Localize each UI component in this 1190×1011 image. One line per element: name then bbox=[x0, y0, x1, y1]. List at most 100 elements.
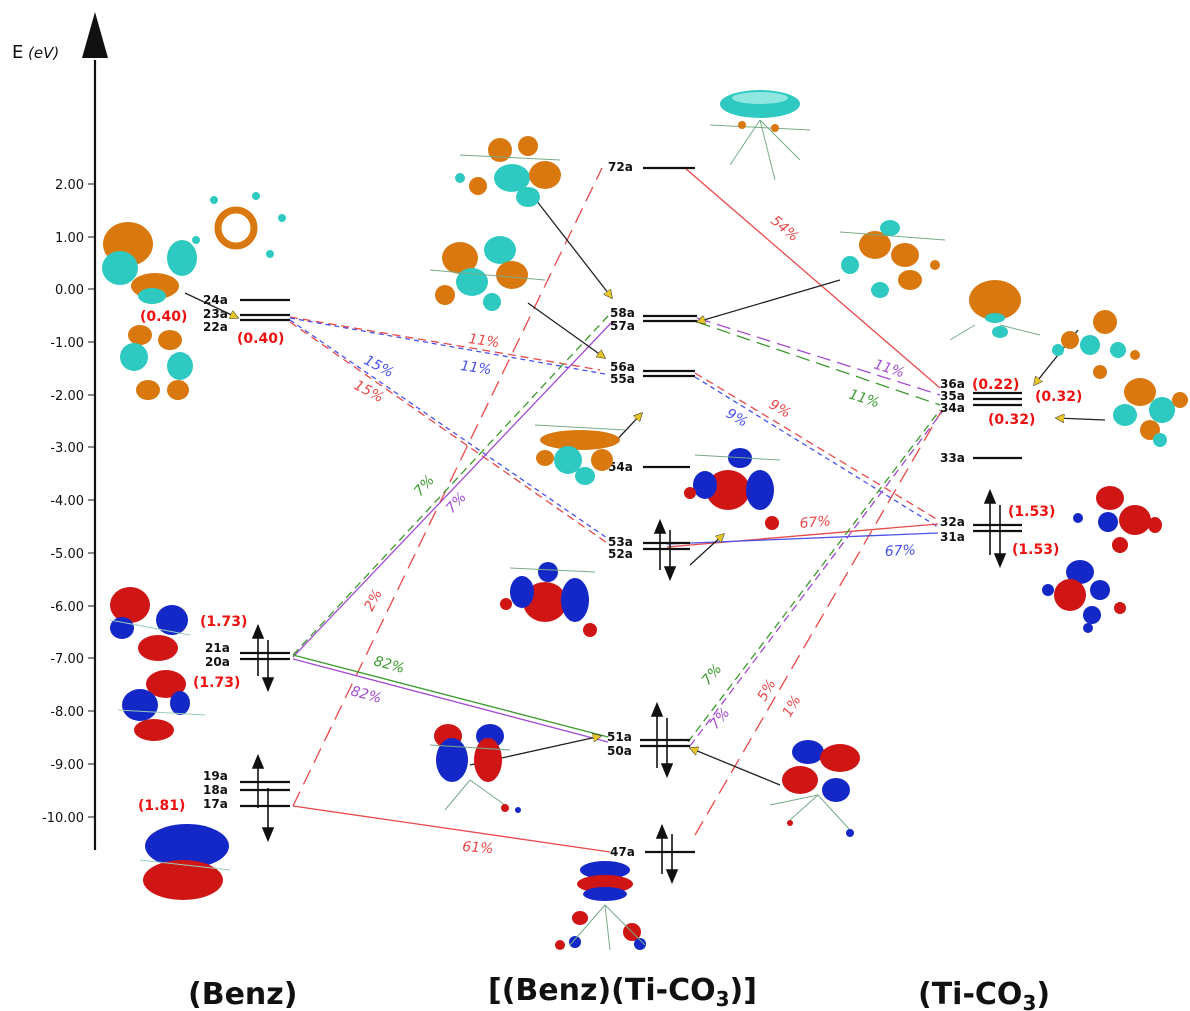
tick-label: -6.00 bbox=[50, 600, 84, 615]
orbital-plot-34a bbox=[1113, 378, 1188, 447]
tick-label: 2.00 bbox=[55, 178, 84, 193]
corr-line-50a-34a bbox=[689, 411, 943, 747]
percent-label: 1% bbox=[780, 693, 805, 720]
tick-label: -2.00 bbox=[50, 389, 84, 404]
percent-label: 7% bbox=[443, 489, 470, 516]
level-label-18a: 18a bbox=[203, 783, 228, 797]
orbital-plot-57a bbox=[429, 236, 546, 311]
orbital-plot-21a bbox=[109, 587, 191, 661]
level-label-51a: 51a bbox=[607, 730, 632, 744]
corr-line-17a-72a bbox=[292, 167, 603, 807]
tico3-level-labels: 36a 35a 34a 33a 32a 31a bbox=[940, 377, 965, 544]
axis-ticks bbox=[88, 183, 95, 818]
tick-label: -9.00 bbox=[50, 758, 84, 773]
occupation-label: (0.32) bbox=[1035, 389, 1082, 405]
level-label-19a: 19a bbox=[203, 769, 228, 783]
level-label-58a: 58a bbox=[610, 306, 635, 320]
level-label-17a: 17a bbox=[203, 797, 228, 811]
level-label-23a: 23a bbox=[203, 307, 228, 321]
percent-label: 15% bbox=[361, 352, 396, 381]
occupation-label: (1.73) bbox=[193, 675, 240, 691]
level-label-47a: 47a bbox=[610, 845, 635, 859]
complex-level-labels: 72a 58a 57a 56a 55a 54a 53a 52a 51a 50a … bbox=[607, 160, 635, 859]
corr-line-22a-53a bbox=[289, 319, 611, 541]
corr-line-52a-32a bbox=[666, 523, 939, 548]
complex-levels bbox=[640, 166, 697, 854]
tick-label: -8.00 bbox=[50, 705, 84, 720]
percent-label: 7% bbox=[707, 705, 734, 732]
tick-label: -5.00 bbox=[50, 547, 84, 562]
tick-label: 0.00 bbox=[55, 283, 84, 298]
occupation-labels: (0.40) (0.40) (1.73) (1.73) (1.81) (0.22… bbox=[138, 309, 1082, 814]
level-label-50a: 50a bbox=[607, 744, 632, 758]
level-label-36a: 36a bbox=[940, 377, 965, 391]
percent-label: 9% bbox=[723, 406, 750, 431]
tick-label: -10.00 bbox=[42, 811, 84, 826]
occupation-label: (0.32) bbox=[988, 412, 1035, 428]
orbital-plot-30a bbox=[769, 740, 860, 837]
level-label-72a: 72a bbox=[608, 160, 633, 174]
occupation-label: (1.53) bbox=[1012, 542, 1059, 558]
tick-label: -1.00 bbox=[50, 336, 84, 351]
corr-line-20a-50a bbox=[292, 658, 609, 743]
level-label-32a: 32a bbox=[940, 515, 965, 529]
corr-line-23a-55a bbox=[289, 317, 606, 375]
level-label-52a: 52a bbox=[608, 547, 633, 561]
occupation-label: (0.40) bbox=[140, 309, 187, 325]
correlation-lines bbox=[289, 167, 943, 853]
orbital-plot-47a bbox=[555, 861, 646, 951]
level-label-21a: 21a bbox=[205, 641, 230, 655]
tico3-levels bbox=[973, 391, 1022, 533]
percent-label: 67% bbox=[884, 542, 916, 560]
corr-line-22a-52a bbox=[289, 321, 611, 546]
percent-label: 7% bbox=[411, 472, 438, 499]
tick-label: -3.00 bbox=[50, 441, 84, 456]
occupation-label: (1.53) bbox=[1008, 504, 1055, 520]
corr-line-20a-57a bbox=[292, 321, 613, 658]
percent-label: 5% bbox=[755, 677, 780, 704]
corr-line-57a-35a bbox=[696, 317, 941, 396]
orbital-plot-17a bbox=[139, 824, 231, 900]
level-label-35a: 35a bbox=[940, 389, 965, 403]
tick-label: -7.00 bbox=[50, 652, 84, 667]
tico3-orbitals bbox=[769, 220, 1188, 837]
corr-line-55a-31a bbox=[694, 376, 939, 528]
corr-line-23a-56a bbox=[289, 316, 601, 371]
orbital-plot-50a bbox=[429, 724, 521, 813]
orbital-plot-58a bbox=[455, 136, 561, 207]
corr-line-17a-47a bbox=[292, 805, 611, 853]
orbital-plot-23a bbox=[102, 222, 197, 304]
corr-line-21a-51a bbox=[292, 654, 609, 738]
level-label-34a: 34a bbox=[940, 401, 965, 415]
fragment-label-tico3: (Ti-CO3) bbox=[918, 977, 1050, 1011]
orbital-plot-20a bbox=[117, 670, 206, 741]
axis-label: E bbox=[12, 42, 23, 63]
level-label-31a: 31a bbox=[940, 530, 965, 544]
level-label-55a: 55a bbox=[610, 372, 635, 386]
fragment-labels: (Benz) [(Benz)(Ti-CO3)] (Ti-CO3) bbox=[188, 973, 1050, 1011]
percent-label: 11% bbox=[467, 331, 500, 351]
percent-label: 11% bbox=[872, 357, 907, 382]
level-label-57a: 57a bbox=[610, 319, 635, 333]
orbital-plot-22a bbox=[120, 325, 193, 400]
percent-label: 67% bbox=[799, 513, 831, 532]
orbital-plot-31a bbox=[1042, 560, 1126, 633]
orbital-plot-72a bbox=[709, 90, 811, 181]
orbital-plot-35a bbox=[1052, 310, 1140, 379]
percent-label: 82% bbox=[349, 683, 383, 707]
level-label-24a: 24a bbox=[203, 293, 228, 307]
fragment-label-benz: (Benz) bbox=[188, 977, 297, 1011]
level-label-33a: 33a bbox=[940, 451, 965, 465]
occupation-label: (0.40) bbox=[237, 331, 284, 347]
occupation-label: (1.81) bbox=[138, 798, 185, 814]
orbital-plot-35a-ligand bbox=[839, 220, 946, 298]
percent-label: 54% bbox=[767, 213, 801, 245]
benz-level-labels: 24a 23a 22a 21a 20a 19a 18a 17a bbox=[203, 293, 230, 811]
level-label-54a: 54a bbox=[608, 460, 633, 474]
axis-unit: (eV) bbox=[28, 44, 59, 62]
level-label-56a: 56a bbox=[610, 360, 635, 374]
benz-homo-orbitals bbox=[109, 587, 231, 900]
fragment-label-complex: [(Benz)(Ti-CO3)] bbox=[488, 973, 757, 1011]
level-label-22a: 22a bbox=[203, 320, 228, 334]
complex-orbitals bbox=[429, 90, 811, 951]
